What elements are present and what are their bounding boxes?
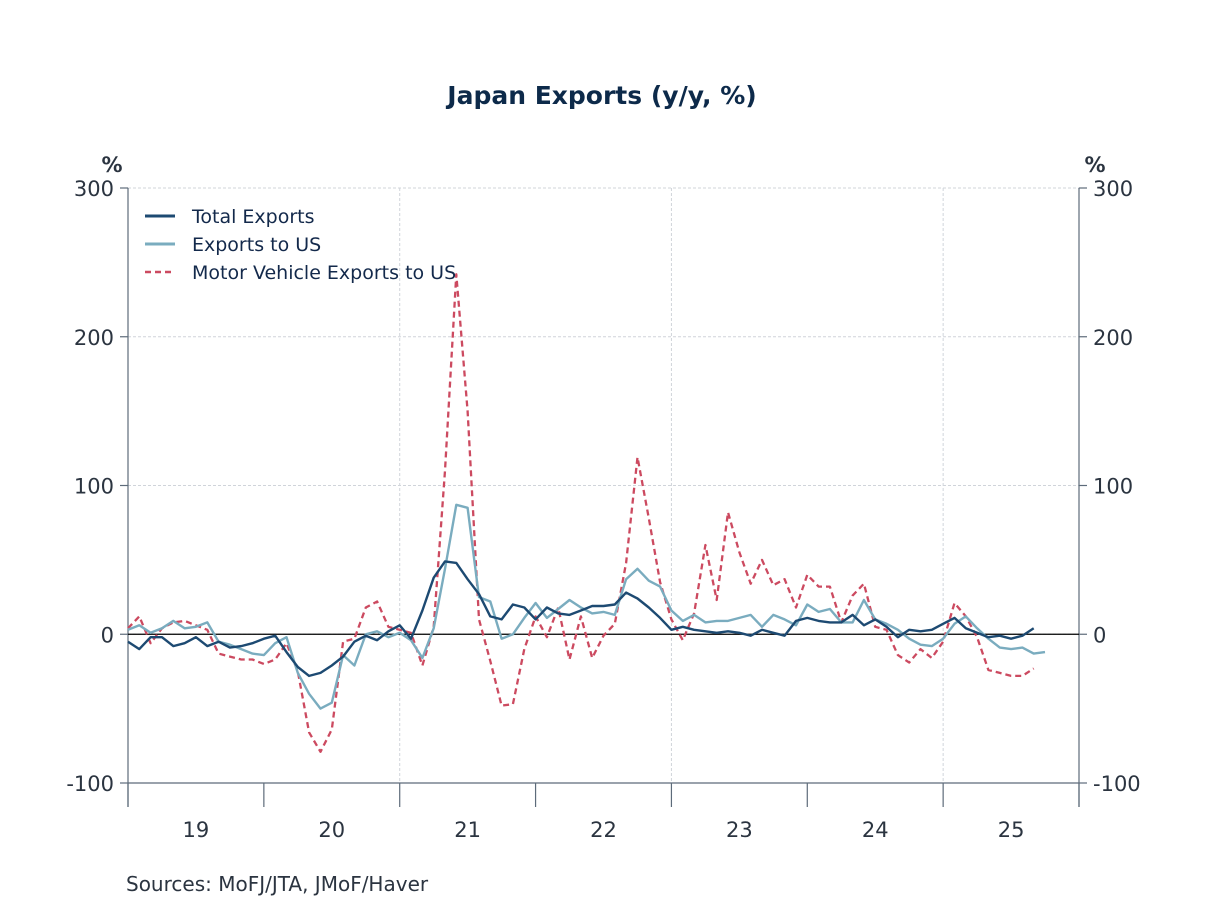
legend: Total Exports Exports to US Motor Vehicl… <box>145 206 456 284</box>
series-line-motor <box>127 273 1035 753</box>
legend-label-total-exports: Total Exports <box>191 206 315 228</box>
y-tick-label-right: -100 <box>1093 772 1141 796</box>
y-tick-label-left: 0 <box>101 623 114 647</box>
x-tick-label: 21 <box>454 818 481 842</box>
y-axis-unit-left: % <box>101 153 122 177</box>
chart-title: Japan Exports (y/y, %) <box>445 81 756 110</box>
legend-label-exports-to-us: Exports to US <box>192 234 321 256</box>
legend-label-motor-vehicle-exports: Motor Vehicle Exports to US <box>192 262 456 284</box>
x-tick-label: 20 <box>318 818 345 842</box>
y-tick-label-left: 300 <box>74 177 114 201</box>
y-tick-label-right: 100 <box>1093 475 1133 499</box>
y-tick-label-left: 200 <box>74 326 114 350</box>
x-axis: 19 20 21 22 23 24 25 <box>127 783 1080 842</box>
y-tick-label-right: 200 <box>1093 326 1133 350</box>
x-tick-label: 19 <box>183 818 210 842</box>
series-lines <box>127 273 1046 753</box>
y-axis-right: 300 200 100 0 -100 <box>1079 177 1141 796</box>
x-tick-label: 22 <box>590 818 617 842</box>
x-tick-label: 24 <box>862 818 889 842</box>
x-tick-label: 25 <box>998 818 1025 842</box>
series-line-total <box>127 560 1035 678</box>
y-tick-label-left: -100 <box>66 772 114 796</box>
y-tick-label-right: 0 <box>1093 623 1106 647</box>
y-tick-label-left: 100 <box>74 475 114 499</box>
y-axis-left: 300 200 100 0 -100 <box>66 177 128 796</box>
y-axis-unit-right: % <box>1084 153 1105 177</box>
source-note: Sources: MoFJ/JTA, JMoF/Haver <box>126 872 429 896</box>
series-line-us <box>127 503 1046 710</box>
x-tick-label: 23 <box>726 818 753 842</box>
y-tick-label-right: 300 <box>1093 177 1133 201</box>
